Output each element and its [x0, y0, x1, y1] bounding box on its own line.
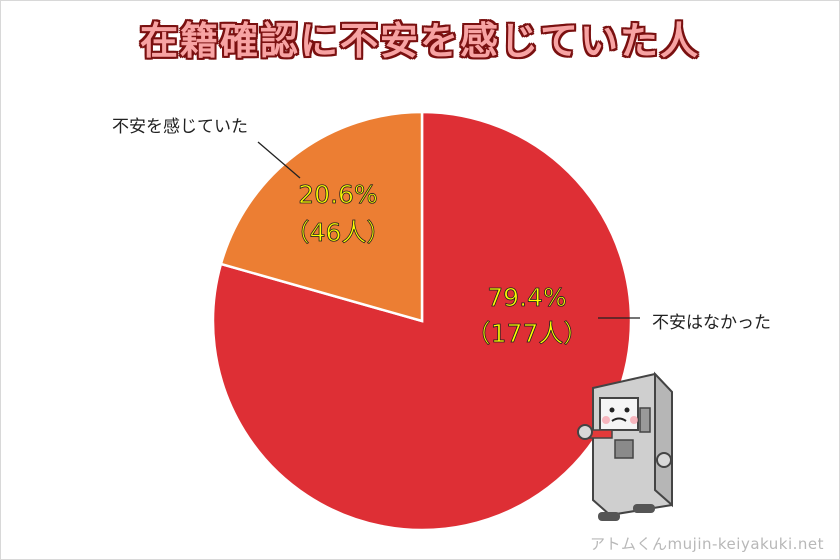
- slice-1-pct-label: 79.4%: [487, 283, 566, 312]
- chart-title: 在籍確認に不安を感じていた人: [139, 19, 700, 63]
- pie-slice-1: [211, 110, 633, 532]
- site-credit: アトムくんmujin-keiyakuki.net: [590, 535, 824, 553]
- atm-mascot-icon: [577, 371, 673, 521]
- slice-2-category-label: 不安を感じていた: [112, 117, 248, 137]
- slice-2-leader-line: [257, 141, 301, 179]
- slice-2-count-label: （46人）: [285, 218, 392, 247]
- slice-2-pct-label: 20.6%: [298, 180, 377, 209]
- slice-1-category-label: 不安はなかった: [652, 313, 771, 333]
- slice-1-count-label: （177人）: [466, 319, 589, 348]
- pie-slice-2: [219, 110, 424, 323]
